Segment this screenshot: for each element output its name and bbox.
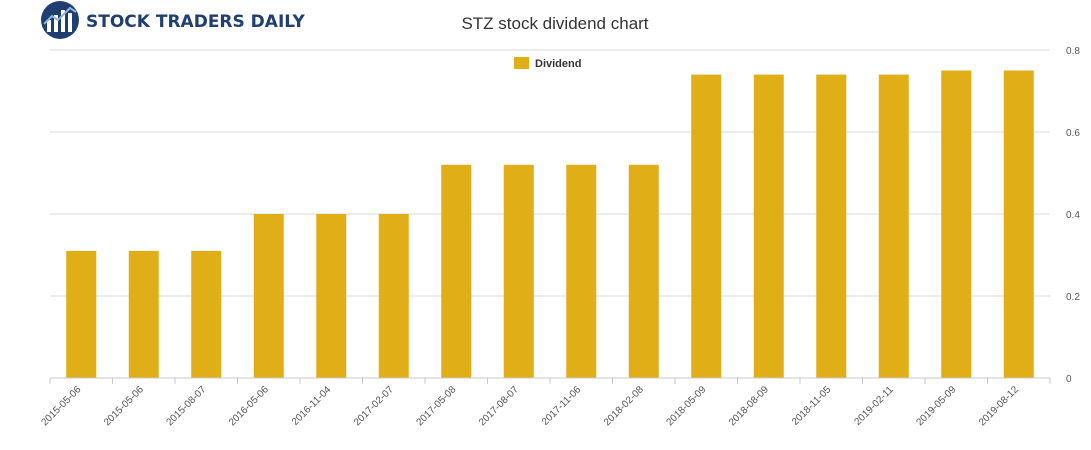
legend-label: Dividend xyxy=(535,58,581,70)
y-axis-ticks: 0 0.2 0.4 0.6 0.8 xyxy=(1066,46,1080,385)
bar xyxy=(753,74,784,378)
brand-logo: STOCK TRADERS DAILY xyxy=(41,1,305,39)
bar xyxy=(128,250,159,378)
bar xyxy=(66,250,97,378)
x-axis: 2015-05-06 2015-05-06 2015-08-07 2016-05-06… xyxy=(39,377,1051,428)
bar xyxy=(691,74,722,378)
bar xyxy=(503,164,534,378)
bar xyxy=(253,214,284,378)
x-tick-label: 2018-02-08 xyxy=(602,384,646,428)
x-tick-label: 2018-08-09 xyxy=(727,384,771,428)
bar xyxy=(1003,70,1034,378)
x-tick-label: 2019-02-11 xyxy=(852,384,896,428)
x-tick-label: 2015-05-06 xyxy=(102,384,146,428)
bar xyxy=(441,164,472,378)
x-tick-label: 2017-11-06 xyxy=(540,384,584,428)
brand-name: STOCK TRADERS DAILY xyxy=(86,12,305,32)
chart-title: STZ stock dividend chart xyxy=(461,14,648,33)
x-tick-label: 2018-11-05 xyxy=(790,384,834,428)
bar xyxy=(878,74,909,378)
bar xyxy=(378,214,409,378)
bar xyxy=(816,74,847,378)
bar xyxy=(941,70,972,378)
x-tick-label: 2018-05-09 xyxy=(664,384,708,428)
bar xyxy=(628,164,659,378)
x-tick-label: 2017-02-07 xyxy=(352,384,396,428)
x-tick-label: 2015-08-07 xyxy=(164,384,208,428)
x-tick-label: 2019-05-09 xyxy=(914,384,958,428)
bar xyxy=(316,214,347,378)
x-tick-label: 2015-05-06 xyxy=(39,384,83,428)
y-tick-label: 0.8 xyxy=(1066,46,1080,57)
x-tick-label: 2016-05-06 xyxy=(227,384,271,428)
bars xyxy=(66,70,1034,378)
y-tick-label: 0.4 xyxy=(1066,210,1080,221)
bar xyxy=(191,250,222,378)
bar xyxy=(566,164,597,378)
x-tick-label: 2016-11-04 xyxy=(290,384,334,428)
x-tick-label: 2019-08-12 xyxy=(977,384,1021,428)
y-tick-label: 0.2 xyxy=(1066,292,1080,303)
x-tick-label: 2017-08-07 xyxy=(477,384,521,428)
chart-logo-icon xyxy=(41,1,79,39)
y-tick-label: 0.6 xyxy=(1066,128,1080,139)
y-tick-label: 0 xyxy=(1066,374,1072,385)
legend-swatch xyxy=(514,57,529,69)
chart-legend: Dividend xyxy=(514,57,581,70)
x-tick-label: 2017-05-08 xyxy=(414,384,458,428)
